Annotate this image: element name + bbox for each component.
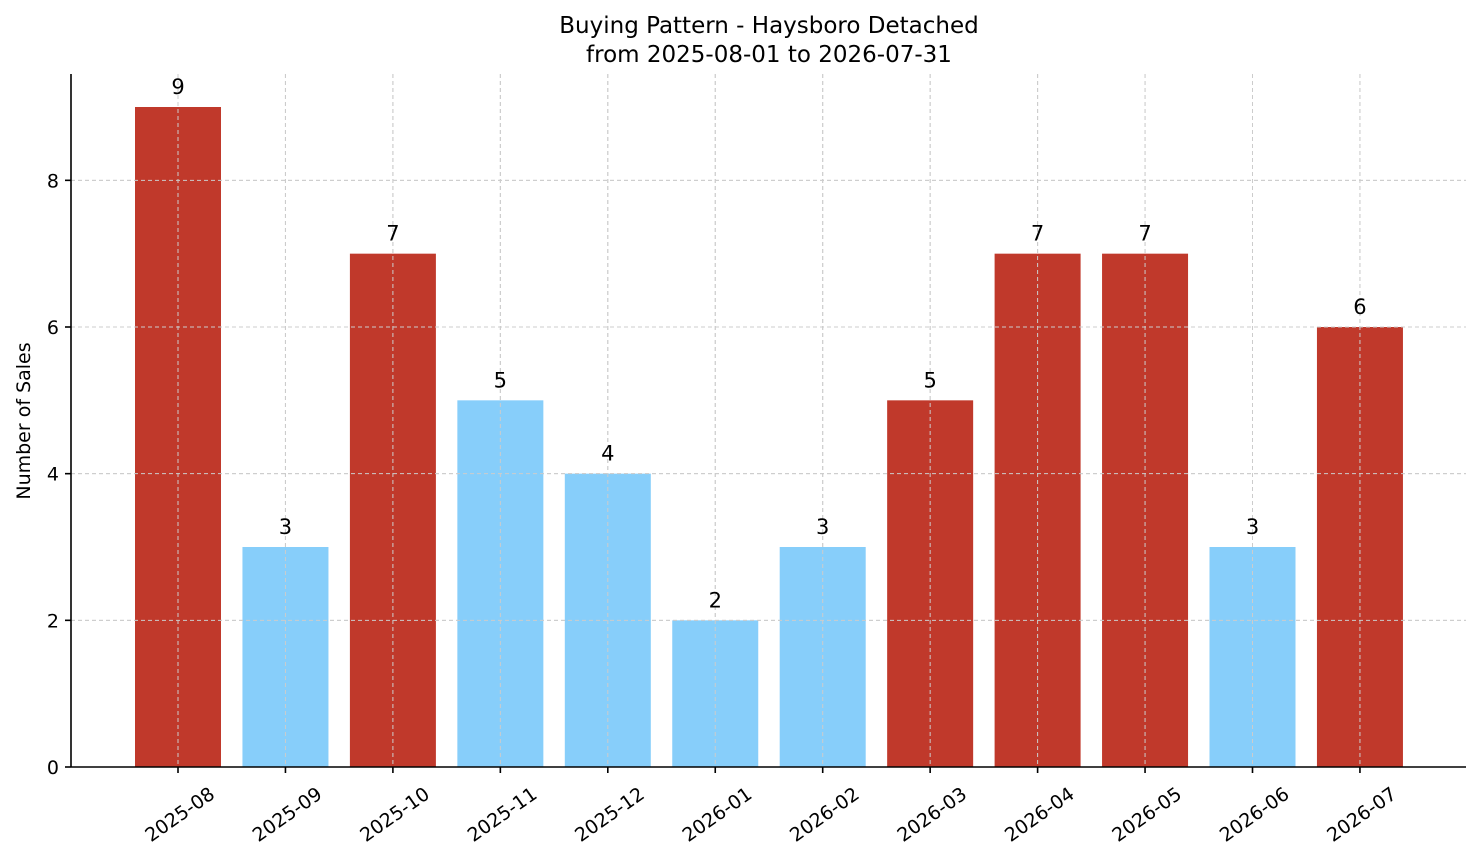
- bar-value-label: 5: [494, 368, 507, 392]
- bar-value-label: 3: [816, 515, 829, 539]
- y-tick-label: 2: [47, 610, 59, 632]
- x-tick-label: 2026-01: [678, 783, 756, 847]
- bar-value-label: 7: [1031, 222, 1044, 246]
- y-tick-label: 8: [47, 170, 59, 192]
- bar-value-label: 9: [171, 75, 184, 99]
- bar-value-label: 7: [386, 222, 399, 246]
- y-tick-label: 6: [47, 317, 59, 339]
- chart-title-line: Buying Pattern - Haysboro Detached: [559, 13, 978, 39]
- x-tick-label: 2026-03: [893, 783, 971, 847]
- bar-value-label: 5: [923, 368, 936, 392]
- bar-value-label: 6: [1353, 295, 1366, 319]
- x-tick-label: 2025-11: [464, 783, 542, 847]
- y-axis-label: Number of Sales: [13, 342, 35, 499]
- x-tick-label: 2025-12: [571, 783, 649, 847]
- x-tick-label: 2026-06: [1216, 783, 1294, 847]
- x-tick-label: 2026-04: [1001, 783, 1079, 847]
- x-tick-label: 2026-02: [786, 783, 864, 847]
- axes: [65, 74, 1466, 773]
- bar-value-label: 7: [1138, 222, 1151, 246]
- chart-subtitle-line: from 2025-08-01 to 2026-07-31: [586, 42, 952, 68]
- x-tick-label: 2025-09: [249, 783, 327, 847]
- x-tick-label: 2025-10: [356, 783, 434, 847]
- y-tick-label: 4: [47, 464, 59, 486]
- x-tick-label: 2025-08: [141, 783, 219, 847]
- bars: [71, 74, 1466, 767]
- chart-title: Buying Pattern - Haysboro Detached from …: [559, 13, 978, 68]
- x-tick-label: 2026-07: [1323, 783, 1401, 847]
- bar-value-label: 3: [1246, 515, 1259, 539]
- bar: [135, 107, 221, 767]
- bar-value-label: 3: [279, 515, 292, 539]
- y-tick-label: 0: [47, 757, 59, 779]
- bar-value-label: 4: [601, 442, 614, 466]
- x-tick-label: 2026-05: [1108, 783, 1186, 847]
- bar-value-label: 2: [709, 588, 722, 612]
